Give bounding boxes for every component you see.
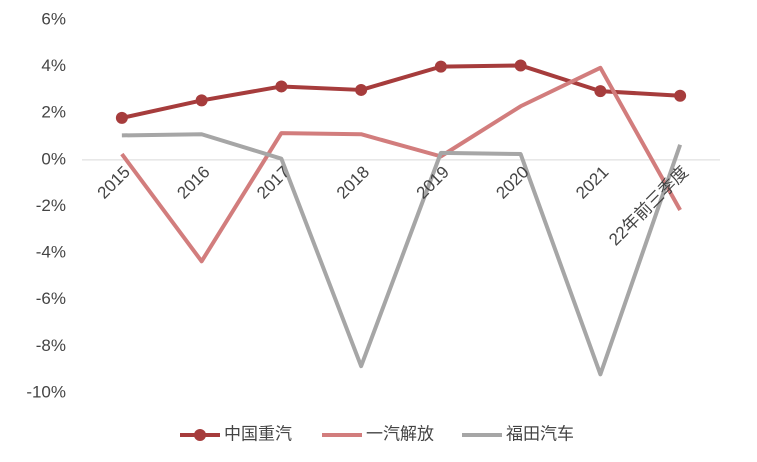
legend-marker [194,429,206,441]
point [674,89,687,102]
legend-label: 中国重汽 [224,424,292,443]
point [115,111,128,124]
point [434,60,447,73]
legend-label: 一汽解放 [366,424,434,443]
series-line [120,65,682,264]
point [355,83,368,96]
series-line [121,63,681,120]
point [195,94,208,107]
x-tick-label: 2016 [173,162,213,202]
legend-label: 福田汽车 [506,424,574,443]
y-tick-label: -4% [36,243,66,262]
series-line [121,132,683,377]
point [275,80,288,93]
y-tick-label: 2% [41,103,66,122]
x-tick-label: 2021 [572,162,612,202]
x-tick-label: 2015 [94,162,134,202]
y-tick-label: 4% [41,56,66,75]
y-tick-label: -2% [36,196,66,215]
x-tick-label: 2018 [333,162,373,202]
point [594,85,607,98]
x-tick-label: 2019 [413,162,453,202]
point [514,59,527,72]
y-tick-label: 6% [41,9,66,28]
y-tick-label: -6% [36,289,66,308]
y-tick-label: -10% [26,382,66,401]
y-tick-label: 0% [41,149,66,168]
y-tick-label: -8% [36,336,66,355]
